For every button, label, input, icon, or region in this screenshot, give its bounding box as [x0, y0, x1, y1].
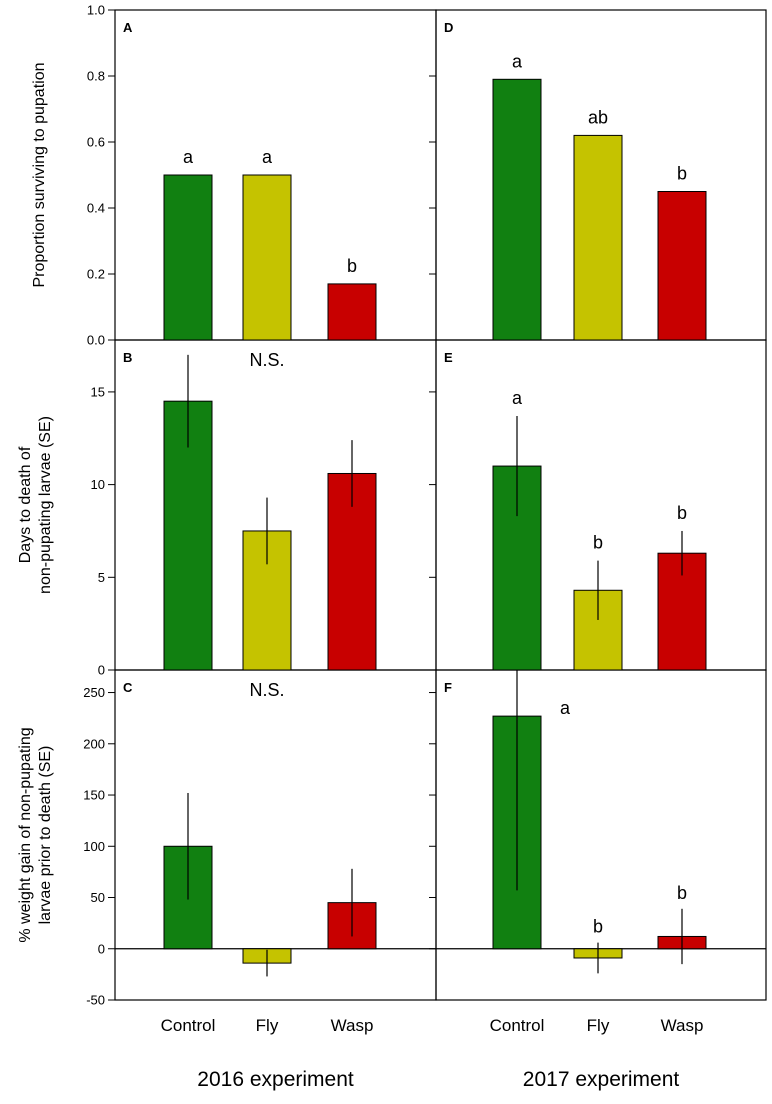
significance-label: b [593, 917, 603, 937]
x-tick-label: Wasp [331, 1016, 374, 1035]
y-tick-label: 15 [91, 384, 105, 399]
bar-control [492, 78, 542, 341]
y-tick-label: 200 [83, 736, 105, 751]
panel-letter: A [123, 20, 133, 35]
y-axis-title: Proportion surviving to pupation [31, 62, 48, 287]
y-tick-label: 100 [83, 839, 105, 854]
x-tick-label: Wasp [661, 1016, 704, 1035]
y-tick-label: 0 [98, 663, 105, 678]
y-axis-title: % weight gain of non-pupating [17, 727, 34, 942]
significance-note: N.S. [249, 680, 284, 700]
significance-note: N.S. [249, 350, 284, 370]
x-tick-label: Control [490, 1016, 545, 1035]
y-tick-label: 0 [98, 941, 105, 956]
panel-letter: E [444, 350, 453, 365]
y-tick-label: 0.8 [87, 69, 105, 84]
significance-label: b [677, 883, 687, 903]
bar-fly [242, 174, 292, 341]
significance-label: b [593, 533, 603, 553]
bar-fly [573, 134, 623, 341]
y-axis-title: larvae prior to death (SE) [37, 746, 54, 925]
y-tick-label: -50 [86, 993, 105, 1008]
significance-label: b [677, 164, 687, 184]
y-tick-label: 5 [98, 570, 105, 585]
x-tick-label: Control [161, 1016, 216, 1035]
y-tick-label: 0.6 [87, 135, 105, 150]
y-tick-label: 0.0 [87, 333, 105, 348]
significance-label: a [262, 147, 273, 167]
y-tick-label: 150 [83, 788, 105, 803]
y-tick-label: 10 [91, 477, 105, 492]
y-tick-label: 0.4 [87, 201, 105, 216]
y-tick-label: 250 [83, 685, 105, 700]
significance-label: a [512, 51, 523, 71]
significance-label: a [512, 388, 523, 408]
bar-control [163, 174, 213, 341]
panel-letter: C [123, 680, 133, 695]
y-tick-label: 1.0 [87, 3, 105, 18]
y-axis-title: non-pupating larvae (SE) [37, 416, 54, 594]
significance-label: b [677, 503, 687, 523]
significance-label: a [560, 698, 571, 718]
bar-wasp [327, 283, 377, 341]
panel-letter: B [123, 350, 132, 365]
significance-label: b [347, 256, 357, 276]
y-tick-label: 50 [91, 890, 105, 905]
y-tick-label: 0.2 [87, 267, 105, 282]
x-tick-label: Fly [256, 1016, 279, 1035]
significance-label: ab [588, 107, 608, 127]
y-axis-title: Days to death of [17, 446, 34, 563]
x-tick-label: Fly [587, 1016, 610, 1035]
column-footer: 2016 experiment [197, 1068, 354, 1091]
column-footer: 2017 experiment [523, 1068, 680, 1091]
panel-letter: F [444, 680, 452, 695]
significance-label: a [183, 147, 194, 167]
bar-wasp [657, 191, 707, 341]
panel-letter: D [444, 20, 453, 35]
